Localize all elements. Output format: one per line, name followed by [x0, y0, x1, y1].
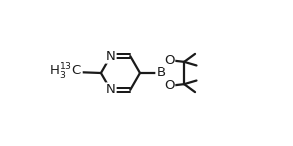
- Text: B: B: [156, 66, 166, 80]
- Text: H$_3^{13}$C: H$_3^{13}$C: [49, 62, 82, 82]
- Text: N: N: [106, 50, 115, 63]
- Text: O: O: [164, 54, 174, 67]
- Text: O: O: [164, 79, 174, 92]
- Text: N: N: [106, 83, 115, 96]
